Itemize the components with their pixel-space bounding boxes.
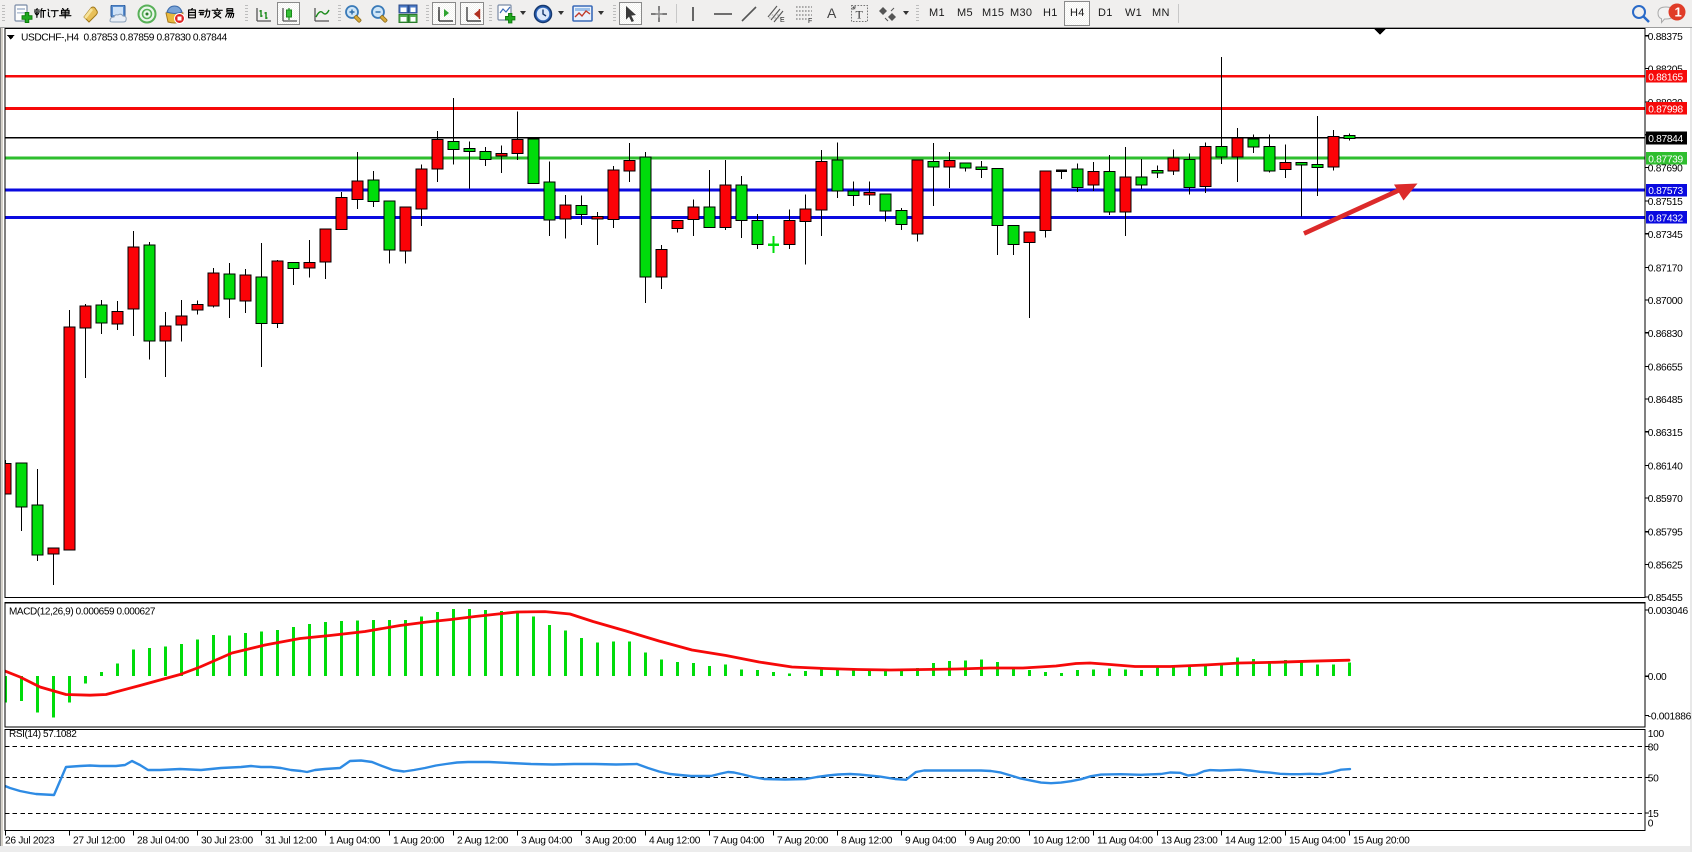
svg-text:0.86485: 0.86485 xyxy=(1648,395,1683,406)
svg-text:0.00: 0.00 xyxy=(1648,672,1667,683)
svg-text:0.85625: 0.85625 xyxy=(1648,560,1683,571)
svg-text:8 Aug 12:00: 8 Aug 12:00 xyxy=(841,836,893,847)
svg-text:0.88165: 0.88165 xyxy=(1648,72,1683,83)
svg-text:26 Jul 2023: 26 Jul 2023 xyxy=(5,836,55,847)
svg-text:3 Aug 20:00: 3 Aug 20:00 xyxy=(585,836,637,847)
svg-text:0.87573: 0.87573 xyxy=(1648,186,1683,197)
svg-text:0.87345: 0.87345 xyxy=(1648,230,1683,241)
svg-text:50: 50 xyxy=(1648,773,1659,784)
svg-text:0.88375: 0.88375 xyxy=(1648,32,1683,43)
svg-text:RSI(14) 57.1082: RSI(14) 57.1082 xyxy=(9,729,77,740)
svg-text:0.87170: 0.87170 xyxy=(1648,263,1683,274)
svg-text:0.85795: 0.85795 xyxy=(1648,528,1683,539)
svg-text:10 Aug 12:00: 10 Aug 12:00 xyxy=(1033,836,1090,847)
svg-text:0.85970: 0.85970 xyxy=(1648,494,1683,505)
svg-text:1: 1 xyxy=(1675,5,1682,20)
svg-text:7 Aug 20:00: 7 Aug 20:00 xyxy=(777,836,829,847)
svg-text:0.87000: 0.87000 xyxy=(1648,296,1683,307)
svg-text:28 Jul 04:00: 28 Jul 04:00 xyxy=(137,836,190,847)
svg-text:1 Aug 04:00: 1 Aug 04:00 xyxy=(329,836,381,847)
svg-text:15 Aug 20:00: 15 Aug 20:00 xyxy=(1353,836,1410,847)
svg-text:0.87515: 0.87515 xyxy=(1648,197,1683,208)
svg-text:14 Aug 12:00: 14 Aug 12:00 xyxy=(1225,836,1282,847)
svg-text:4 Aug 12:00: 4 Aug 12:00 xyxy=(649,836,701,847)
svg-text:0.86315: 0.86315 xyxy=(1648,428,1683,439)
svg-text:0.87690: 0.87690 xyxy=(1648,164,1683,175)
svg-text:30 Jul 23:00: 30 Jul 23:00 xyxy=(201,836,254,847)
svg-text:31 Jul 12:00: 31 Jul 12:00 xyxy=(265,836,318,847)
svg-text:0: 0 xyxy=(1648,819,1654,830)
svg-text:F: F xyxy=(808,18,812,24)
svg-text:3 Aug 04:00: 3 Aug 04:00 xyxy=(521,836,573,847)
svg-text:9 Aug 20:00: 9 Aug 20:00 xyxy=(969,836,1021,847)
svg-text:0.003046: 0.003046 xyxy=(1648,606,1689,617)
svg-text:0.87998: 0.87998 xyxy=(1648,105,1683,116)
svg-text:0.86655: 0.86655 xyxy=(1648,362,1683,373)
svg-text:1 Aug 20:00: 1 Aug 20:00 xyxy=(393,836,445,847)
svg-text:15: 15 xyxy=(1648,809,1659,820)
svg-text:0.86140: 0.86140 xyxy=(1648,461,1683,472)
svg-text:0.86830: 0.86830 xyxy=(1648,329,1683,340)
svg-text:-0.001886: -0.001886 xyxy=(1648,712,1692,723)
svg-text:100: 100 xyxy=(1648,729,1665,740)
svg-text:11 Aug 04:00: 11 Aug 04:00 xyxy=(1097,836,1153,847)
svg-text:13 Aug 23:00: 13 Aug 23:00 xyxy=(1161,836,1218,847)
svg-text:15 Aug 04:00: 15 Aug 04:00 xyxy=(1289,836,1346,847)
svg-text:80: 80 xyxy=(1648,742,1659,753)
svg-text:2 Aug 12:00: 2 Aug 12:00 xyxy=(457,836,509,847)
svg-text:MACD(12,26,9) 0.000659 0.00062: MACD(12,26,9) 0.000659 0.000627 xyxy=(9,607,156,618)
svg-text:0.87739: 0.87739 xyxy=(1648,154,1683,165)
svg-text:E: E xyxy=(780,17,785,24)
svg-text:USDCHF-,H4 0.87853 0.87859 0.: USDCHF-,H4 0.87853 0.87859 0.87830 0.878… xyxy=(21,32,228,43)
svg-text:0.87844: 0.87844 xyxy=(1648,134,1683,145)
svg-text:9 Aug 04:00: 9 Aug 04:00 xyxy=(905,836,957,847)
svg-text:27 Jul 12:00: 27 Jul 12:00 xyxy=(73,836,126,847)
svg-text:0.85455: 0.85455 xyxy=(1648,593,1683,604)
svg-text:7 Aug 04:00: 7 Aug 04:00 xyxy=(713,836,765,847)
svg-text:T: T xyxy=(856,8,864,22)
svg-text:0.87432: 0.87432 xyxy=(1648,213,1683,224)
